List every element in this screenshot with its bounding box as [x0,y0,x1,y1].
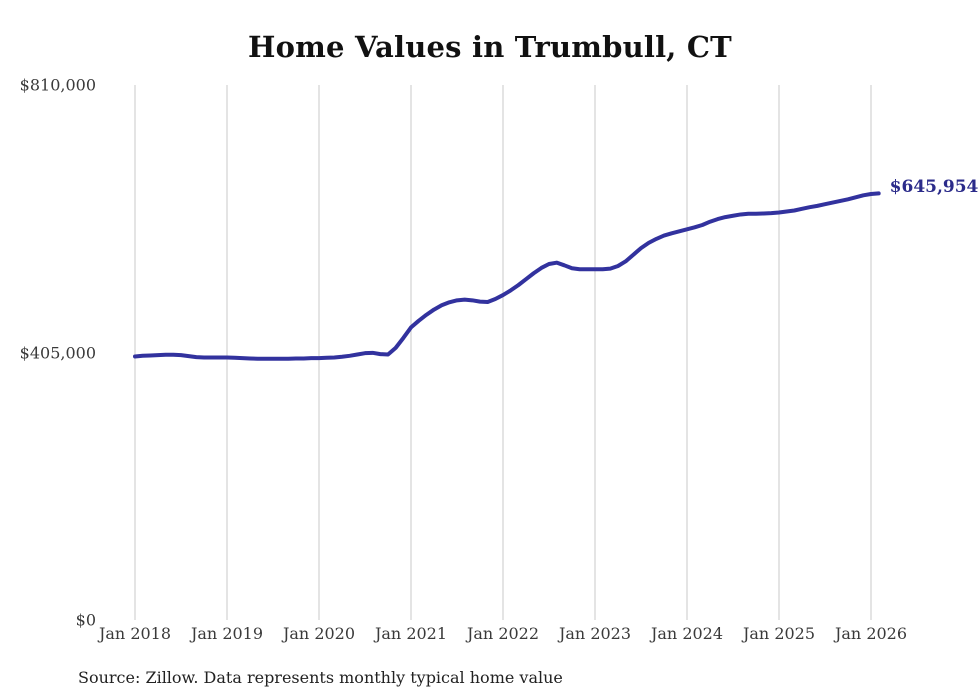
latest-value-label: $645,954 [889,177,979,198]
x-tick-label: Jan 2024 [650,624,724,643]
y-tick-label: $0 [75,610,96,630]
x-tick-label: Jan 2022 [466,624,540,643]
x-tick-label: Jan 2026 [834,624,908,643]
source-note: Source: Zillow. Data represents monthly … [78,668,563,687]
x-tick-label: Jan 2018 [98,624,172,643]
x-tick-label: Jan 2023 [558,624,632,643]
home-value-line [133,191,881,361]
x-tick-label: Jan 2025 [742,624,816,643]
y-tick-label: $810,000 [19,75,96,95]
x-tick-label: Jan 2019 [190,624,264,643]
x-tick-label: Jan 2020 [282,624,356,643]
gridline-group [134,85,872,620]
chart-title: Home Values in Trumbull, CT [248,30,732,64]
y-tick-label: $405,000 [19,343,96,362]
x-tick-label: Jan 2021 [374,624,448,643]
